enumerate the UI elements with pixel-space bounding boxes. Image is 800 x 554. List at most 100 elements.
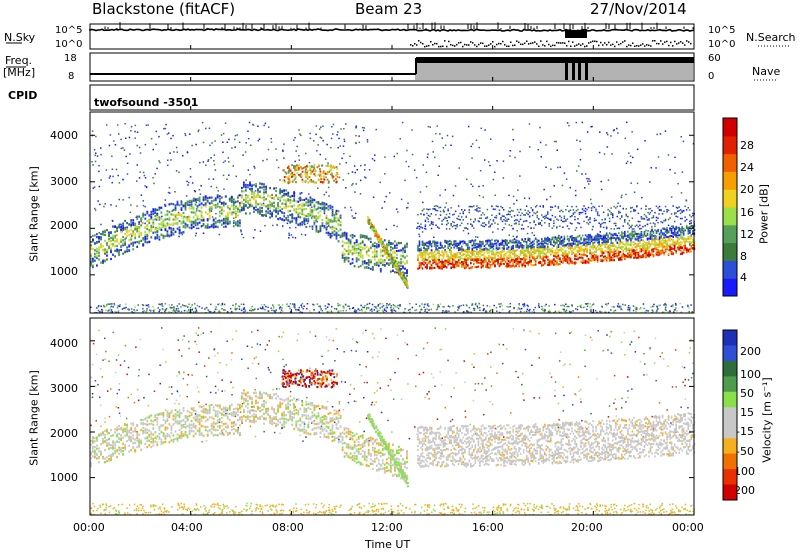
power-echo [516, 199, 518, 202]
power-echo [501, 229, 504, 231]
power-band-cell [237, 222, 239, 225]
power-strong-cell [450, 253, 452, 256]
power-band-cell [329, 204, 332, 207]
power-strong-cell [501, 249, 504, 252]
power-strong-cell [447, 260, 449, 263]
power-echo [130, 204, 132, 206]
power-echo [175, 146, 178, 149]
power-echo [648, 213, 651, 215]
power-strong-cell [430, 249, 433, 252]
power-band-cell [271, 196, 273, 200]
power-band-cell [337, 240, 340, 243]
power-upper-cell [457, 218, 460, 220]
power-echo [422, 164, 424, 166]
power-echo [351, 215, 354, 217]
power-strong-cell [519, 253, 522, 256]
power-echo [264, 122, 267, 125]
power-strong-cell [497, 259, 499, 262]
power-upper-cell [554, 205, 557, 208]
power-upper-cell [569, 209, 572, 211]
power-echo [556, 149, 558, 151]
power-upper-cell [516, 219, 519, 221]
power-echo [328, 195, 330, 197]
nsearch-point [588, 42, 590, 44]
power-echo [569, 186, 571, 189]
power-band-cell [259, 202, 261, 205]
power-band-cell [228, 199, 231, 202]
power-strong-cell [569, 247, 572, 250]
power-echo [165, 123, 167, 126]
power-strong-cell [568, 257, 570, 260]
power-strong-cell [427, 256, 430, 259]
power-strong-cell [489, 263, 492, 266]
power-strong-cell [542, 242, 545, 245]
power-upper-cell [492, 220, 495, 222]
power-strong-cell [528, 237, 531, 240]
power-strong-cell [465, 261, 468, 264]
power-echo [275, 148, 277, 150]
power-upper-cell [527, 213, 529, 216]
power-band-cell [120, 238, 122, 241]
power-band-cell [259, 210, 261, 213]
power-branch [396, 269, 398, 272]
power-band-cell [116, 248, 118, 251]
power-band-cell [279, 190, 282, 193]
power-band-cell [381, 261, 384, 264]
power-strong-cell [464, 256, 466, 259]
power-band-cell [335, 235, 338, 238]
power-echo [258, 138, 261, 140]
power-strong-cell [451, 260, 454, 263]
power-echo [550, 168, 552, 170]
power-strong-cell [528, 262, 531, 265]
power-band-cell [245, 204, 247, 207]
nsearch-point [594, 40, 596, 42]
power-band-cell [210, 225, 213, 228]
power-band-cell [349, 243, 352, 246]
power-band-cell [218, 200, 221, 203]
power-band-cell [315, 216, 318, 219]
power-echo [182, 155, 184, 157]
power-band-cell [196, 197, 199, 201]
power-strong-cell [519, 242, 522, 244]
power-strong-cell [507, 242, 510, 244]
power-strong-cell [563, 255, 566, 258]
power-y-tick-4000: 4000 [50, 129, 78, 142]
power-band-cell [297, 215, 300, 218]
power-echo [421, 231, 424, 233]
power-strong-cell [480, 261, 483, 264]
power-strong-cell [510, 259, 513, 261]
power-echo [195, 143, 197, 146]
power-echo [100, 179, 102, 181]
power-upper-cell [480, 214, 483, 216]
power-strong-cell [519, 252, 522, 255]
power-strong-cell [439, 264, 442, 267]
power-upper-cell [563, 220, 566, 223]
power-strong-cell [495, 239, 498, 242]
power-strong-cell [501, 241, 504, 244]
power-band-cell [333, 226, 336, 229]
power-band-cell [146, 237, 149, 240]
power-echo [631, 131, 633, 133]
power-echo [234, 146, 236, 148]
power-strong-cell [480, 258, 483, 261]
power-band-cell [200, 225, 203, 228]
power-band-cell [148, 219, 151, 222]
power-band-cell [394, 240, 396, 243]
power-echo [446, 134, 449, 137]
power-strong-cell [518, 240, 520, 243]
power-upper-cell [445, 228, 448, 230]
power-strong-cell [554, 241, 557, 244]
power-upper-cell [417, 222, 419, 224]
power-upper-cell [531, 208, 534, 211]
power-echo [308, 193, 310, 195]
power-band-cell [283, 199, 286, 202]
nsearch-point [532, 42, 534, 44]
power-strong-cell [467, 246, 469, 249]
power-hotspot [293, 175, 296, 178]
power-strong-cell [433, 253, 436, 256]
freq-unit-label: [MHz] [3, 66, 36, 79]
power-strong-cell [479, 252, 481, 255]
power-band-cell [301, 211, 304, 214]
power-strong-cell [531, 248, 534, 251]
power-band-cell [319, 210, 322, 213]
